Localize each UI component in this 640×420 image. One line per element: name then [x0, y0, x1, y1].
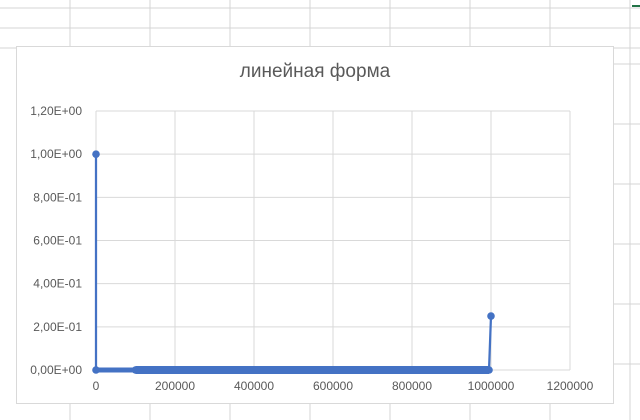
- x-tick-label: 1000000: [468, 379, 515, 393]
- x-tick-label: 200000: [155, 379, 195, 393]
- data-point: [487, 312, 495, 320]
- data-point: [92, 150, 100, 158]
- x-tick-label: 1200000: [547, 379, 594, 393]
- x-tick-label: 400000: [234, 379, 274, 393]
- y-tick-label: 4,00E-01: [33, 277, 82, 291]
- data-point: [92, 366, 100, 374]
- y-tick-label: 6,00E-01: [33, 234, 82, 248]
- data-point: [485, 366, 493, 374]
- y-tick-label: 1,20E+00: [30, 104, 82, 118]
- chart-area[interactable]: линейная форма 0 200000 400000 600000 800000…: [16, 46, 614, 404]
- data-point: [132, 366, 140, 374]
- y-tick-label: 0,00E+00: [30, 363, 82, 377]
- y-tick-label: 8,00E-01: [33, 190, 82, 204]
- plot-area: 0 200000 400000 600000 800000 1000000 1200000 0…: [17, 47, 615, 405]
- x-tick-label: 600000: [313, 379, 353, 393]
- x-tick-label: 0: [93, 379, 100, 393]
- series-line: [96, 154, 491, 370]
- x-tick-label: 800000: [392, 379, 432, 393]
- y-tick-label: 2,00E-01: [33, 320, 82, 334]
- y-tick-label: 1,00E+00: [30, 147, 82, 161]
